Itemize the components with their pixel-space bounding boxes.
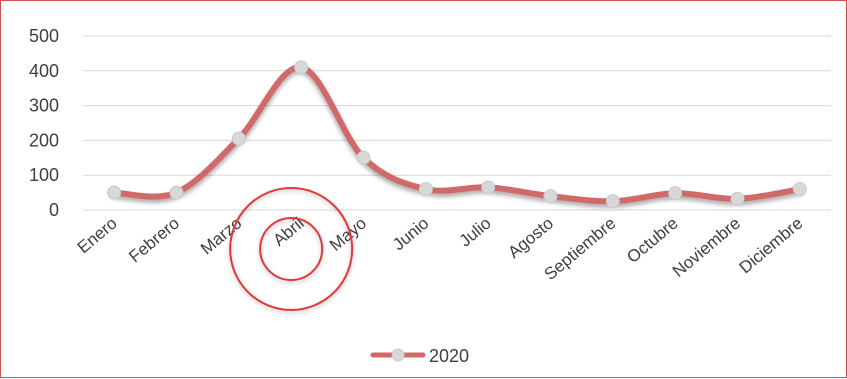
highlight-circle-inner <box>259 217 324 281</box>
highlight-circles <box>229 187 354 311</box>
data-point-marzo <box>231 131 246 146</box>
data-point-noviembre <box>730 191 745 206</box>
series-line-2020 <box>111 64 803 205</box>
data-point-enero <box>107 185 122 200</box>
x-axis: Enero Febrero Marzo Abril Mayo Junio Julio Agos… <box>74 214 807 284</box>
legend: 2020 <box>370 346 469 366</box>
y-tick-label-300: 300 <box>29 96 59 116</box>
y-tick-label-0: 0 <box>49 200 59 220</box>
data-point-febrero <box>169 185 184 200</box>
x-tick-label-mayo: Mayo <box>326 214 370 255</box>
y-tick-label-200: 200 <box>29 130 59 150</box>
y-axis: 0 100 200 300 400 500 <box>29 26 59 220</box>
data-point-diciembre <box>792 182 807 197</box>
data-point-junio <box>418 182 433 197</box>
data-point-septiembre <box>605 194 620 209</box>
x-tick-label-noviembre: Noviembre <box>669 214 744 281</box>
y-tick-label-500: 500 <box>29 26 59 46</box>
data-point-mayo <box>356 150 371 165</box>
legend-marker <box>391 348 405 362</box>
data-point-abril <box>294 60 309 75</box>
data-point-agosto <box>543 189 558 204</box>
data-point-octubre <box>668 186 683 201</box>
highlight-circle-outer <box>229 187 354 311</box>
gridlines <box>83 35 831 211</box>
y-tick-label-100: 100 <box>29 165 59 185</box>
x-tick-label-diciembre: Diciembre <box>736 214 807 278</box>
x-tick-label-agosto: Agosto <box>504 214 557 263</box>
x-tick-label-enero: Enero <box>74 214 121 258</box>
data-point-julio <box>481 180 496 195</box>
x-tick-label-julio: Julio <box>456 214 495 251</box>
y-tick-label-400: 400 <box>29 61 59 81</box>
legend-label-2020: 2020 <box>429 346 469 366</box>
x-tick-label-octubre: Octubre <box>623 214 682 267</box>
x-tick-label-febrero: Febrero <box>125 214 183 267</box>
x-tick-label-junio: Junio <box>389 214 432 255</box>
series-2020 <box>107 60 807 209</box>
